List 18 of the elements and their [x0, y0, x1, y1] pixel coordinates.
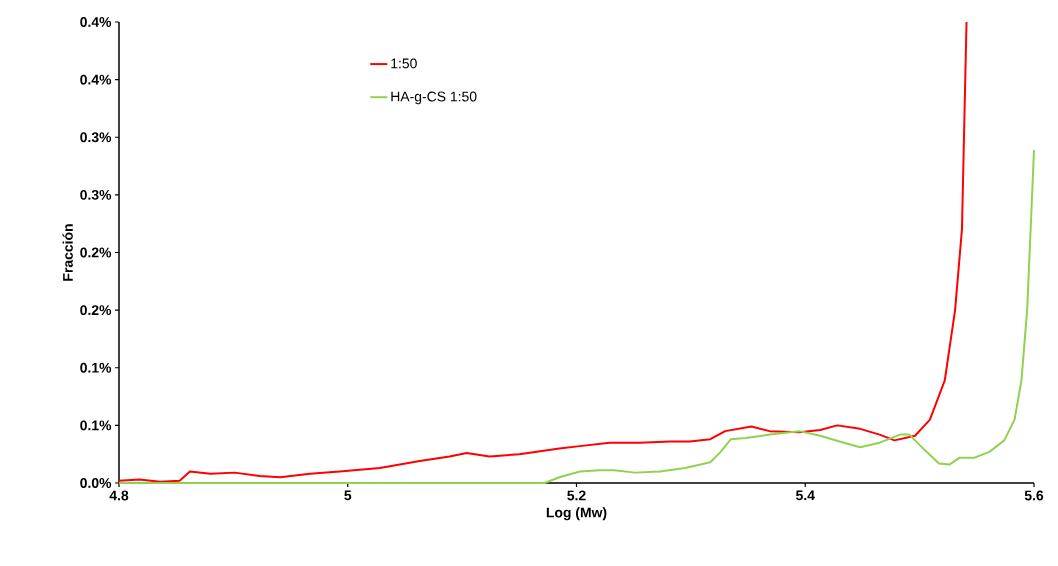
y-tick-label: 0.1%: [80, 362, 112, 373]
y-tick-label: 0.4%: [80, 17, 112, 27]
y-tick-label: 0.2%: [80, 305, 112, 316]
y-tick-label: 0.4%: [80, 74, 112, 85]
x-tick-label: 5.2: [567, 490, 586, 501]
y-tick-label: 0.2%: [80, 247, 112, 258]
x-tick-label: 5: [344, 490, 352, 501]
legend-label: HA-g-CS 1:50: [391, 91, 477, 105]
x-axis-title: Log (Mw): [546, 507, 607, 521]
y-tick-label: 0.1%: [80, 420, 112, 431]
x-tick-label: 5.4: [795, 490, 815, 501]
y-tick-label: 0.3%: [80, 189, 112, 200]
legend-label: 1:50: [391, 58, 417, 69]
y-tick-label: 0.3%: [80, 132, 112, 143]
x-tick-label: 5.6: [1024, 490, 1044, 501]
x-tick-label: 4.8: [109, 490, 129, 501]
y-axis-title: Fracción: [62, 224, 73, 281]
y-tick-label: 0.0%: [80, 478, 112, 488]
